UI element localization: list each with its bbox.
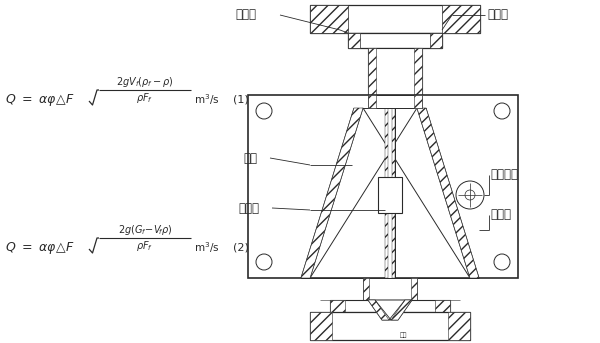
Bar (363, 278, 417, 300)
Text: $2gV_f(\rho_f - \rho)$: $2gV_f(\rho_f - \rho)$ (116, 75, 174, 89)
Text: $\rho F_f$: $\rho F_f$ (136, 239, 154, 253)
Bar (368, 48, 376, 95)
Circle shape (256, 103, 272, 119)
Bar (368, 95, 376, 108)
Text: $2g(G_f\!-\!V_{\!f}\rho)$: $2g(G_f\!-\!V_{\!f}\rho)$ (118, 223, 172, 237)
Bar (378, 177, 402, 213)
Bar (310, 5, 480, 33)
Text: 隨動系統: 隨動系統 (490, 168, 518, 181)
Bar (442, 5, 480, 33)
Bar (330, 300, 450, 312)
Bar (385, 108, 395, 278)
Text: 導向管: 導向管 (238, 201, 259, 214)
Bar (414, 95, 422, 108)
Text: $\rho F_f$: $\rho F_f$ (136, 91, 154, 105)
Text: 浮子: 浮子 (243, 152, 257, 165)
Bar (368, 95, 422, 108)
Polygon shape (301, 108, 363, 278)
Text: (1): (1) (233, 95, 249, 105)
Text: 測量管: 測量管 (487, 9, 508, 22)
Bar (385, 108, 388, 278)
Text: $Q\ =\ \alpha\varphi\!\bigtriangleup\! F$: $Q\ =\ \alpha\varphi\!\bigtriangleup\! F… (5, 92, 74, 108)
Bar (310, 312, 332, 340)
Bar (430, 33, 442, 48)
Text: 顯示器: 顯示器 (235, 9, 256, 22)
Text: $Q\ =\ \alpha\varphi\!\bigtriangleup\! F$: $Q\ =\ \alpha\varphi\!\bigtriangleup\! F… (5, 240, 74, 256)
Bar (310, 312, 470, 340)
Circle shape (494, 254, 510, 270)
Circle shape (456, 181, 484, 209)
Text: $\mathrm{m}^3/\mathrm{s}$: $\mathrm{m}^3/\mathrm{s}$ (194, 240, 220, 256)
Bar (363, 278, 369, 300)
Bar (310, 5, 348, 33)
Bar (435, 300, 450, 312)
Bar (448, 312, 470, 340)
Text: 錐形管: 錐形管 (490, 209, 511, 222)
Bar (248, 95, 518, 278)
Text: 平城: 平城 (400, 332, 407, 338)
Bar (411, 278, 417, 300)
Bar (392, 108, 395, 278)
Circle shape (256, 254, 272, 270)
Bar (368, 48, 422, 95)
Polygon shape (417, 108, 479, 278)
Polygon shape (391, 300, 412, 320)
Polygon shape (368, 300, 412, 320)
Bar (348, 33, 442, 48)
Polygon shape (368, 300, 389, 320)
Circle shape (465, 190, 475, 200)
Text: $\mathrm{m}^3/\mathrm{s}$: $\mathrm{m}^3/\mathrm{s}$ (194, 93, 220, 107)
Bar (348, 33, 360, 48)
Bar (330, 300, 345, 312)
Text: (2): (2) (233, 243, 249, 253)
Circle shape (494, 103, 510, 119)
Bar (414, 48, 422, 95)
